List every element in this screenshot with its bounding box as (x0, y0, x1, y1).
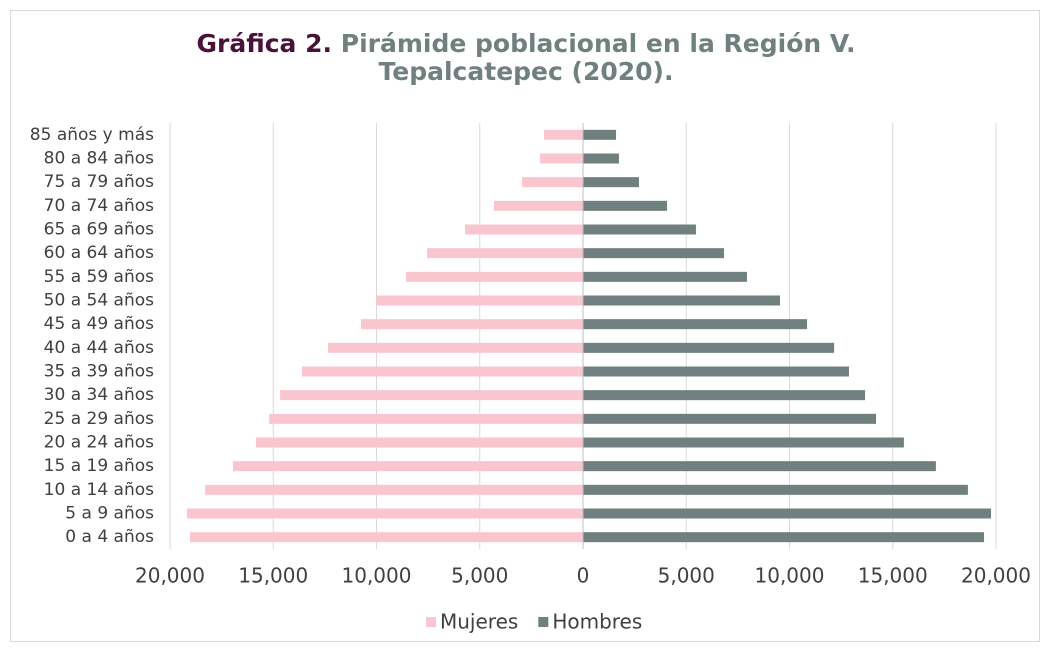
y-tick-label: 70 a 74 años (44, 196, 154, 216)
bar (583, 484, 968, 495)
x-tick-label: 15,000 (858, 564, 928, 588)
bar (583, 508, 992, 519)
bar (205, 484, 584, 495)
bar (583, 366, 849, 377)
bar (190, 532, 583, 543)
x-tick-label: 15,000 (238, 564, 308, 588)
bar (583, 153, 619, 164)
bar (493, 200, 583, 211)
bar (232, 461, 584, 472)
bar (522, 177, 583, 188)
y-tick-label: 75 a 79 años (44, 172, 154, 192)
bar (583, 390, 866, 401)
y-tick-label: 65 a 69 años (44, 220, 154, 240)
bar (583, 248, 725, 259)
y-tick-label: 60 a 64 años (44, 243, 154, 263)
x-tick-label: 20,000 (961, 564, 1031, 588)
bar (583, 413, 877, 424)
x-tick-label: 0 (577, 564, 590, 588)
bar (583, 200, 668, 211)
bar (583, 177, 639, 188)
bar (583, 532, 985, 543)
chart-title: Gráfica 2. Pirámide poblacional en la Re… (120, 30, 932, 86)
bar (376, 295, 583, 306)
y-tick-label: 50 a 54 años (44, 291, 154, 311)
x-tick-label: 5,000 (451, 564, 508, 588)
y-tick-label: 30 a 34 años (44, 385, 154, 405)
legend-swatch (426, 617, 436, 627)
y-tick-label: 20 a 24 años (44, 433, 154, 453)
y-tick-label: 40 a 44 años (44, 338, 154, 358)
y-tick-label: 45 a 49 años (44, 314, 154, 334)
y-tick-label: 55 a 59 años (44, 267, 154, 287)
y-tick-label: 35 a 39 años (44, 362, 154, 382)
x-tick-label: 10,000 (342, 564, 412, 588)
y-tick-label: 85 años y más (30, 125, 154, 145)
bar (583, 224, 696, 235)
bar (583, 437, 904, 448)
title-label: Gráfica 2. (196, 29, 333, 58)
x-tick-label: 20,000 (135, 564, 205, 588)
bar (583, 129, 617, 140)
bar (583, 271, 747, 282)
y-tick-label: 10 a 14 años (44, 480, 154, 500)
bar (583, 342, 835, 353)
bar (280, 390, 583, 401)
bar (186, 508, 584, 519)
y-tick-label: 25 a 29 años (44, 409, 154, 429)
y-tick-label: 0 a 4 años (65, 527, 154, 547)
bar (269, 413, 583, 424)
bar (406, 271, 583, 282)
y-tick-label: 15 a 19 años (44, 456, 154, 476)
bar (301, 366, 583, 377)
bar (583, 295, 781, 306)
legend-label: Hombres (552, 610, 642, 634)
title-text: Pirámide poblacional en la Región V. Tep… (340, 29, 856, 86)
bar (583, 461, 936, 472)
x-tick-label: 5,000 (658, 564, 715, 588)
bar (361, 319, 583, 330)
y-tick-label: 5 a 9 años (65, 504, 154, 524)
bar (427, 248, 583, 259)
bar (465, 224, 583, 235)
bar (327, 342, 583, 353)
x-tick-label: 10,000 (755, 564, 825, 588)
legend-label: Mujeres (440, 610, 518, 634)
bar (540, 153, 583, 164)
bar (543, 129, 583, 140)
y-tick-label: 80 a 84 años (44, 149, 154, 169)
bar (583, 319, 808, 330)
chart-frame (10, 10, 1040, 642)
bar (255, 437, 584, 448)
legend-swatch (538, 617, 549, 627)
